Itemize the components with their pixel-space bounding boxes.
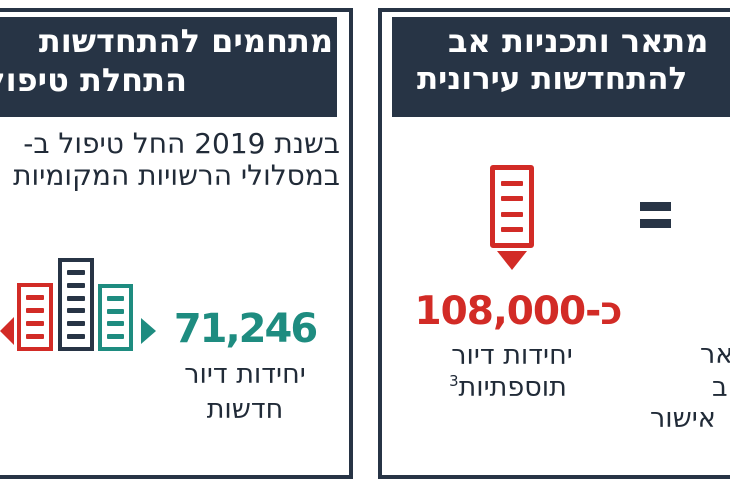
building-icon-teal	[98, 284, 133, 351]
left-card-body-line2: במסלולי הרשויות המקומיות	[13, 159, 340, 192]
icon-window-bar	[501, 227, 523, 233]
right-edge-text-line2: ב	[712, 372, 728, 403]
right-stat-label-footnote: 3	[449, 372, 459, 390]
icon-window-bar	[26, 334, 44, 339]
right-edge-text-line1: אר	[700, 339, 730, 370]
right-card-header-band	[392, 17, 730, 117]
icon-window-bar	[107, 308, 124, 314]
icon-window-bar	[67, 269, 85, 275]
right-card-title-line1: מתאר ותכניות אב	[448, 22, 709, 60]
arrow-right-icon	[141, 318, 156, 344]
icon-window-bar	[67, 295, 85, 301]
left-stat-value: 71,246	[173, 306, 318, 352]
right-stat-label-word: תוספתיות	[458, 372, 567, 403]
icon-window-bar	[26, 321, 44, 326]
icon-window-bar	[67, 334, 85, 340]
left-stat-label-line1: יחידות דיור	[184, 359, 306, 390]
right-stat-label-line2: תוספתיות3	[403, 373, 613, 403]
equals-icon-bottom-bar	[640, 219, 671, 228]
icon-window-bar	[67, 321, 85, 327]
arrow-left-icon	[0, 317, 14, 345]
left-card-body-line1: בשנת 2019 החל טיפול ב-	[23, 127, 340, 160]
icon-window-bar	[67, 282, 85, 288]
icon-window-bar	[26, 308, 44, 313]
right-edge-text-line3: אישור	[650, 403, 716, 434]
right-stat-value: כ-108,000	[414, 289, 623, 334]
icon-window-bar	[501, 196, 523, 202]
left-card-title-line1: מתחמים להתחדשות	[38, 22, 333, 60]
icon-window-bar	[26, 295, 44, 300]
document-icon	[490, 165, 534, 248]
equals-icon-top-bar	[640, 202, 671, 211]
icon-window-bar	[107, 321, 124, 327]
icon-window-bar	[501, 180, 523, 186]
arrow-down-icon	[497, 251, 527, 270]
icon-window-bar	[501, 211, 523, 217]
building-icon-red	[17, 283, 53, 351]
right-card-title-line2: להתחדשות עירונית	[417, 61, 688, 97]
left-card-title-line2: התחלת טיפול	[0, 61, 187, 99]
building-icon-navy	[58, 258, 94, 351]
icon-window-bar	[67, 308, 85, 314]
left-stat-label-line2: חדשות	[206, 394, 284, 425]
icon-window-bar	[107, 295, 124, 301]
icon-window-bar	[107, 334, 124, 340]
right-stat-label-line1: יחידות דיור	[451, 340, 573, 371]
left-card-header-band	[0, 17, 337, 117]
